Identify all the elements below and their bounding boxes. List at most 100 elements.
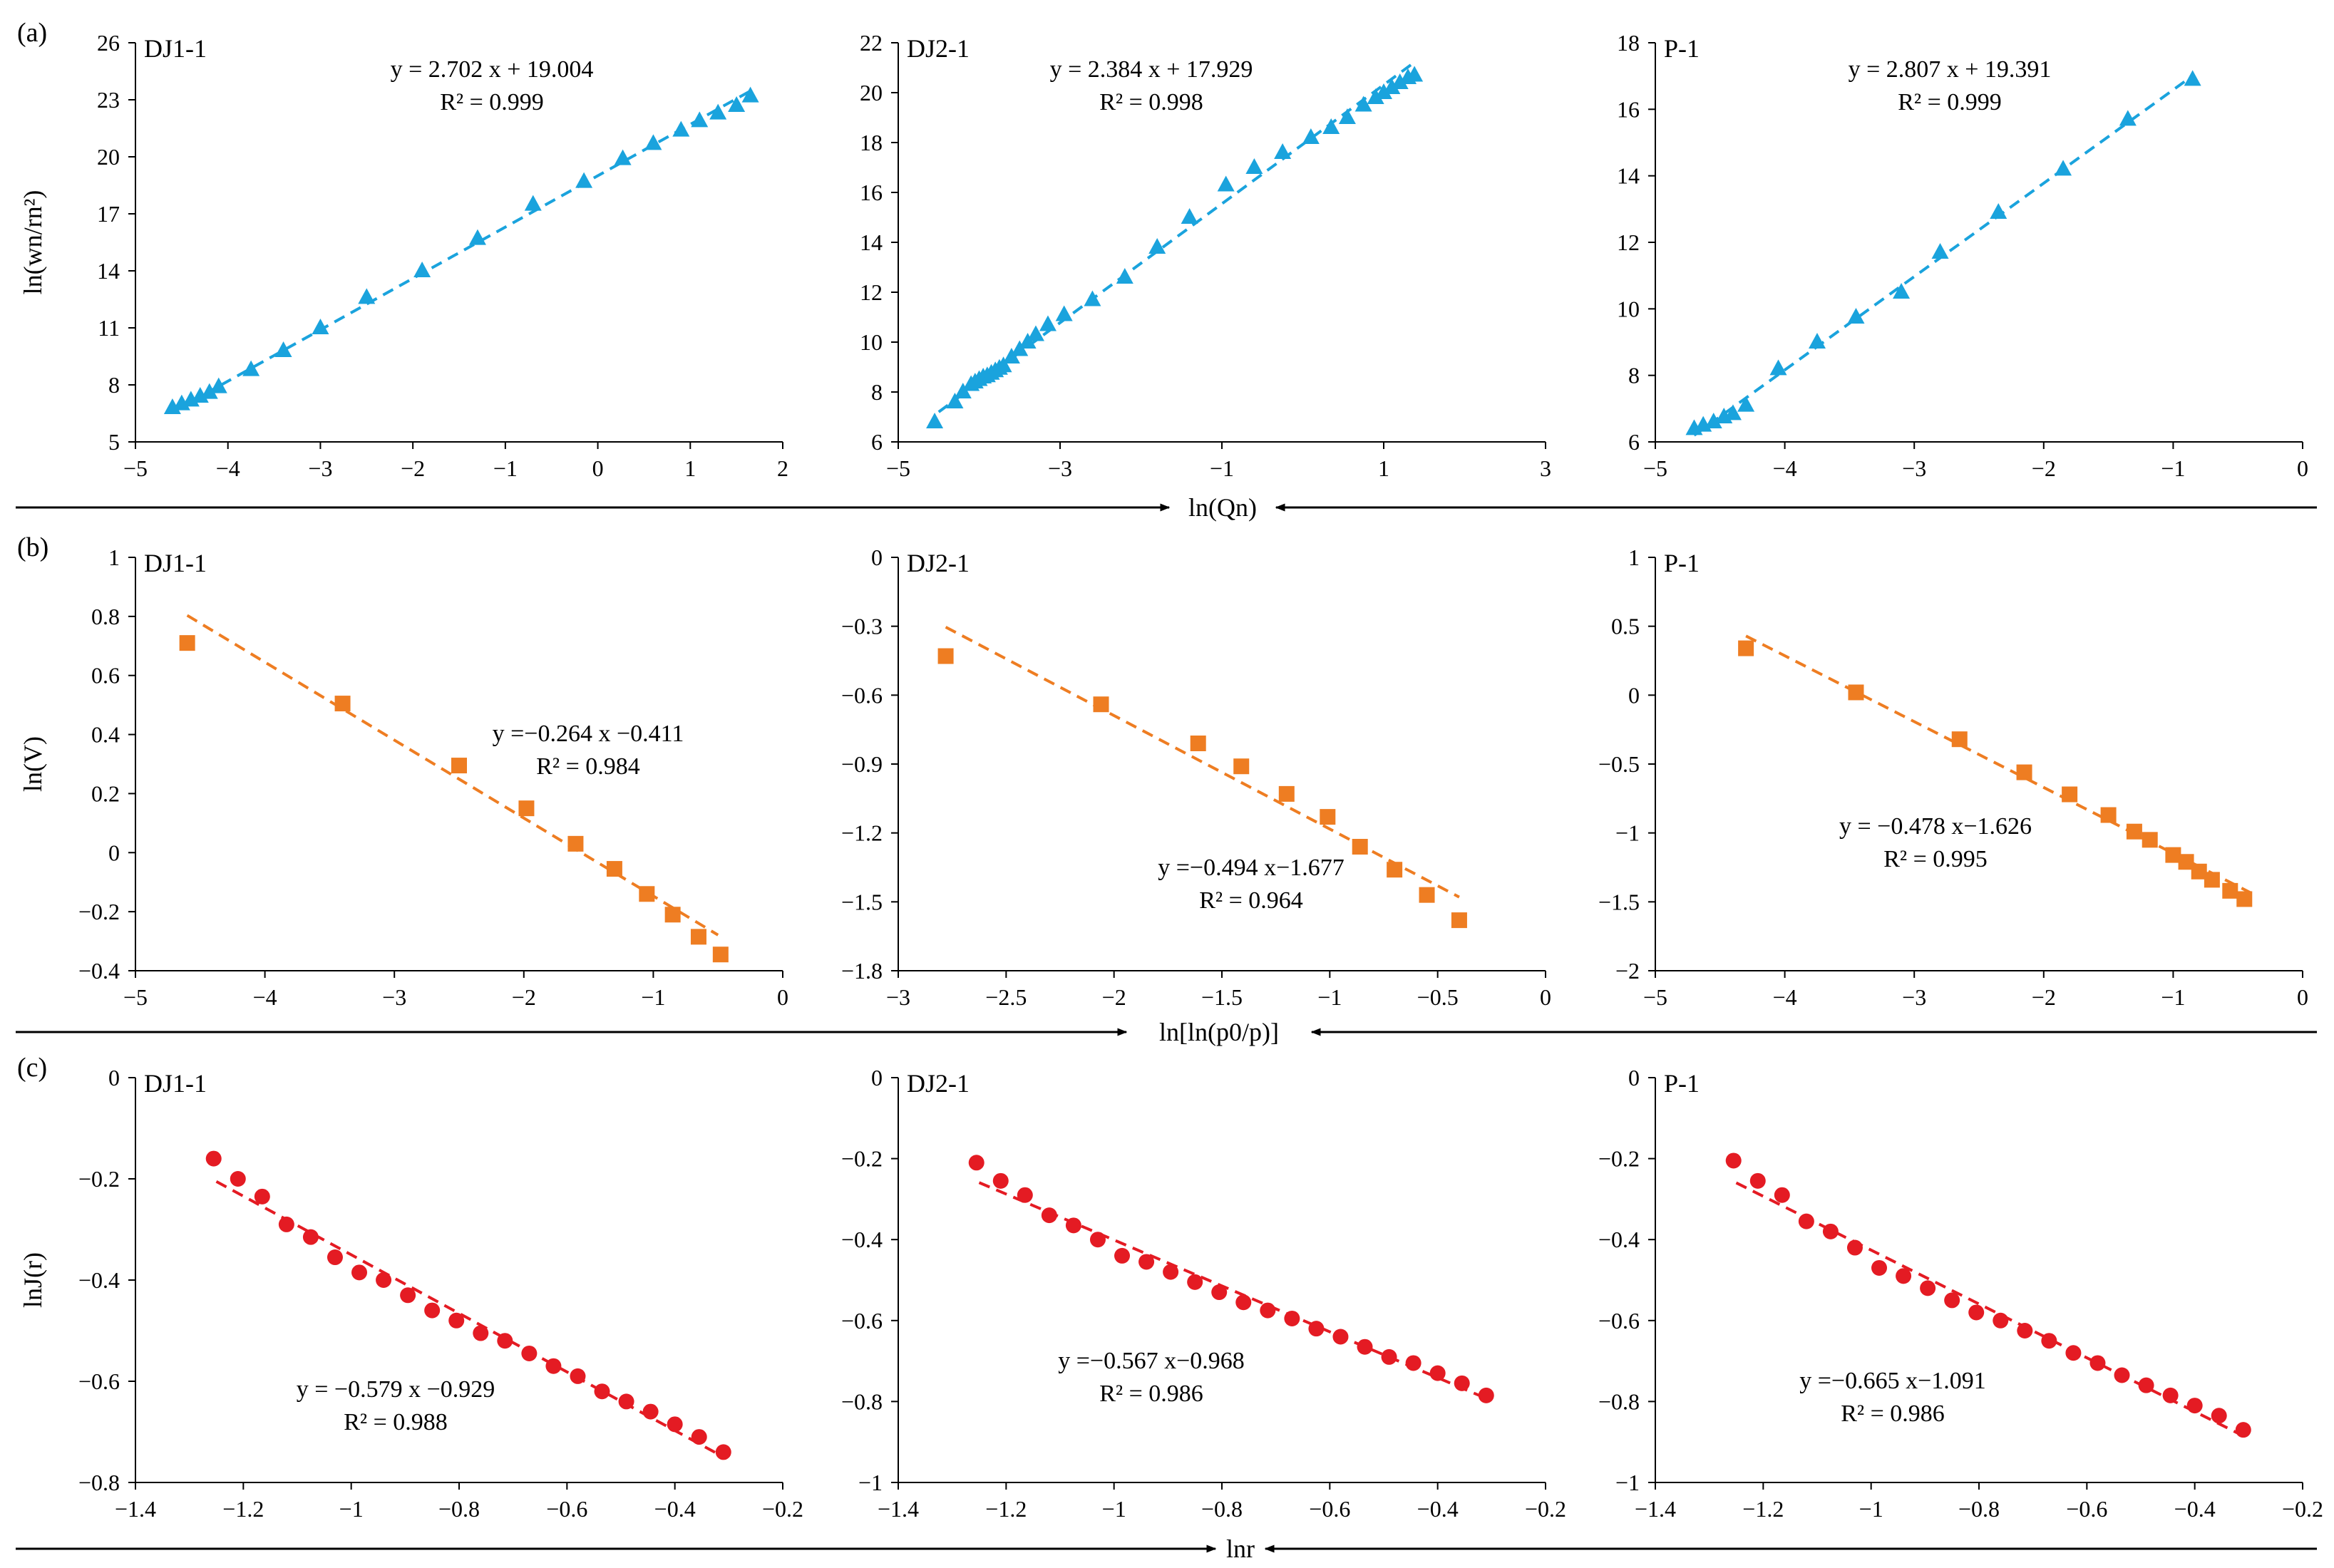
r-squared-label: R² = 0.999 [440, 89, 544, 115]
y-tick-label: 0.6 [91, 663, 120, 688]
y-tick-label: 10 [1617, 296, 1640, 321]
data-point [274, 341, 292, 357]
data-point [1352, 839, 1368, 855]
x-tick-label: −1.2 [985, 1496, 1027, 1522]
data-point [664, 907, 681, 923]
data-point [468, 229, 486, 245]
y-tick-label: −0.6 [841, 682, 883, 708]
x-tick-label: −4 [253, 984, 277, 1010]
y-tick-label: 6 [1628, 429, 1640, 455]
r-squared-label: R² = 0.964 [1199, 887, 1303, 914]
data-point [926, 413, 944, 428]
regression-equation: y =−0.494 x−1.677 [1158, 855, 1345, 881]
data-point [691, 1429, 707, 1445]
x-tick-label: 0 [2297, 455, 2308, 481]
x-tick-label: −1 [339, 1496, 364, 1522]
x-tick-label: 0 [592, 455, 604, 481]
data-point [1284, 1310, 1300, 1326]
data-point [1381, 1348, 1397, 1365]
data-point [2191, 863, 2207, 880]
x-tick-label: −0.4 [654, 1496, 696, 1522]
data-point [1027, 325, 1044, 341]
data-point [2114, 1367, 2130, 1383]
data-point [1308, 1321, 1325, 1337]
x-tick-label: −1 [1317, 984, 1342, 1010]
site-label: P-1 [1664, 549, 1700, 577]
y-tick-label: 20 [860, 80, 883, 105]
data-point [424, 1302, 441, 1319]
data-point [1354, 96, 1372, 112]
y-tick-label: −0.2 [78, 899, 120, 924]
data-point [521, 1345, 538, 1361]
data-point [2016, 764, 2032, 780]
panel-c-p-1: −1.4 −1.2 −1 −0.8 −0.6 −0.4 −0.2 −1 −0.8 −0.6 −0.4… [1598, 1065, 2323, 1522]
data-point [334, 696, 351, 712]
x-tick-label: −1 [1859, 1496, 1883, 1522]
x-tick-label: −0.2 [1525, 1496, 1566, 1522]
data-point [278, 1216, 294, 1232]
data-point [1391, 73, 1409, 89]
x-tick-label: −0.4 [1417, 1496, 1459, 1522]
x-tick-label: 0 [2297, 984, 2308, 1010]
y-tick-label: 0.8 [91, 604, 120, 629]
y-tick-label: 6 [871, 429, 883, 455]
y-tick-label: 0.2 [91, 780, 120, 806]
y-tick-label: −1 [1615, 820, 1640, 846]
data-point [1089, 1232, 1106, 1248]
y-tick-label: 14 [860, 229, 883, 255]
data-point [205, 1150, 222, 1167]
data-point [594, 1383, 610, 1400]
data-point [741, 86, 759, 103]
data-point [2065, 1345, 2082, 1361]
data-point [448, 1312, 465, 1329]
y-tick-label: 0.4 [91, 722, 120, 748]
x-tick-label: −4 [216, 455, 240, 481]
r-squared-label: R² = 0.999 [1898, 89, 2002, 115]
panel-a-dj2-1: −5 −3 −1 1 3 6 8 10 12 14 16 18 20 22 DJ2-1 y = 2.384 x… [860, 30, 1551, 481]
panel-a-dj1-1: −5 −4 −3 −2 −1 0 1 2 5 8 11 14 17 20 23 26 DJ1-1 (a) ln(wn… [17, 18, 788, 481]
x-tick-label: −3 [1902, 984, 1926, 1010]
data-point [1993, 1312, 2009, 1329]
y-tick-label: −0.2 [78, 1166, 120, 1192]
data-point [1211, 1284, 1228, 1301]
x-tick-label: −0.6 [1309, 1496, 1350, 1522]
y-tick-label: 23 [97, 87, 120, 113]
y-tick-label: −0.4 [78, 1267, 120, 1293]
data-point [1429, 1365, 1446, 1381]
y-tick-label: 0 [108, 840, 120, 865]
data-point [1419, 887, 1435, 903]
r-squared-label: R² = 0.984 [536, 753, 640, 780]
x-tick-label: −2 [2032, 984, 2056, 1010]
site-label: DJ2-1 [907, 34, 970, 63]
data-point [1278, 785, 1295, 802]
fit-line [215, 1180, 724, 1458]
data-point [2119, 110, 2137, 126]
data-point [1968, 1304, 1985, 1321]
r-squared-label: R² = 0.986 [1841, 1401, 1945, 1427]
data-point [1478, 1387, 1494, 1403]
x-tick-label: −1 [1102, 1496, 1126, 1522]
y-tick-label: 8 [108, 372, 120, 398]
data-point [1138, 1254, 1155, 1270]
data-point [1405, 1355, 1422, 1371]
data-point [1848, 684, 1864, 701]
data-point [2165, 847, 2181, 863]
y-tick-label: 14 [97, 258, 120, 284]
shared-x-axis-title-row-c: lnr [16, 1535, 2317, 1563]
panel-b-dj1-1: −5 −4 −3 −2 −1 0 −0.4 −0.2 0 0.2 0.4 0.6 0.8 1 DJ1-1 (b… [17, 532, 788, 1010]
data-point [1093, 696, 1109, 713]
data-point [606, 861, 622, 877]
y-tick-label: −0.8 [78, 1470, 120, 1495]
y-tick-label: −0.2 [1598, 1146, 1640, 1172]
x-tick-label: −2.5 [985, 984, 1027, 1010]
x-tick-label: −2 [1102, 984, 1126, 1010]
data-point [358, 288, 376, 304]
data-point [1357, 1339, 1373, 1355]
data-point [1738, 640, 1754, 656]
y-tick-label: −0.4 [841, 1227, 883, 1252]
fit-line [945, 626, 1460, 899]
site-label: DJ1-1 [144, 1069, 207, 1098]
y-axis-title: lnJ(r) [19, 1252, 47, 1308]
x-tick-label: −1 [2161, 455, 2185, 481]
